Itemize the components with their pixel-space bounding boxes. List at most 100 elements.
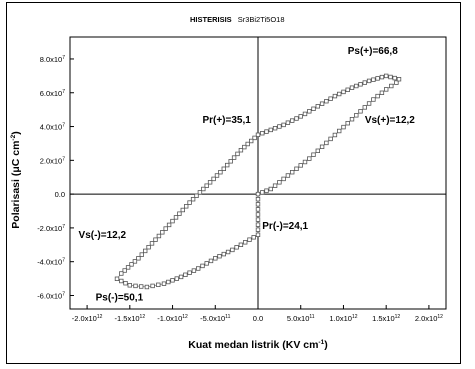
data-point: [392, 75, 397, 81]
data-point: [294, 116, 299, 121]
data-point: [114, 276, 120, 281]
data-point: [362, 80, 367, 85]
data-point: [383, 87, 389, 92]
chart-title-formula: Sr3Bi2Ti5O18: [238, 15, 285, 24]
data-point: [366, 101, 372, 106]
data-point: [156, 233, 162, 239]
data-point: [221, 251, 226, 257]
data-point: [349, 117, 355, 122]
data-point: [149, 241, 155, 246]
y-tick-label: 6.0x107: [40, 89, 66, 98]
data-point: [228, 159, 233, 164]
data-point: [294, 166, 299, 171]
data-point: [127, 283, 132, 288]
data-point: [388, 74, 393, 80]
data-point: [177, 211, 182, 216]
y-axis-title: Polarisasi (μC cm-2): [10, 131, 22, 228]
data-point: [190, 196, 196, 202]
data-point: [328, 136, 333, 142]
data-point: [247, 237, 252, 242]
data-point: [204, 261, 209, 266]
data-point: [183, 204, 189, 209]
data-point: [119, 271, 124, 276]
data-point: [255, 202, 261, 207]
data-point: [332, 132, 338, 138]
y-tick-label: 8.0x107: [40, 55, 66, 64]
data-point: [200, 263, 205, 269]
data-point: [268, 186, 273, 192]
data-point: [394, 80, 399, 85]
data-point: [218, 169, 223, 175]
data-point: [142, 248, 148, 254]
data-point: [252, 135, 257, 141]
data-point: [277, 124, 282, 129]
x-tick-label: 5.0x1011: [287, 314, 315, 323]
data-point: [379, 74, 385, 80]
data-point: [144, 284, 150, 290]
annotation-label: Ps(-)=50,1: [96, 293, 144, 304]
data-point: [332, 93, 338, 99]
data-point: [375, 76, 380, 81]
x-axis-title: Kuat medan listrik (KV cm-1): [188, 339, 327, 351]
data-point: [341, 124, 346, 130]
data-point: [161, 281, 167, 286]
data-point: [311, 106, 316, 111]
data-point: [307, 109, 312, 114]
data-point: [238, 242, 244, 247]
data-point: [358, 82, 363, 87]
data-point: [146, 244, 151, 250]
data-point: [242, 144, 247, 150]
data-point: [129, 262, 134, 267]
data-point: [255, 227, 261, 232]
data-point: [358, 109, 363, 114]
data-point: [208, 258, 214, 264]
y-tick-label: 0.0: [55, 190, 65, 199]
data-point: [371, 77, 376, 82]
data-point: [315, 104, 320, 109]
data-point: [255, 232, 261, 237]
data-point: [213, 256, 218, 261]
data-point: [281, 176, 286, 182]
data-point: [132, 259, 138, 264]
data-point: [260, 190, 265, 195]
data-point: [272, 126, 278, 131]
data-point: [289, 118, 295, 123]
data-point: [187, 270, 192, 275]
data-point: [245, 141, 250, 147]
data-point: [354, 113, 359, 118]
data-point: [231, 155, 237, 160]
x-tick-label: 1.5x1012: [372, 314, 400, 323]
data-point: [195, 266, 201, 271]
data-point: [214, 173, 220, 178]
data-point: [349, 85, 355, 90]
data-point: [166, 279, 171, 285]
data-point: [324, 99, 329, 104]
data-point: [150, 283, 155, 289]
data-point: [194, 193, 199, 198]
data-point: [163, 226, 168, 231]
data-point: [224, 162, 230, 168]
data-point: [375, 93, 380, 99]
data-point: [302, 111, 308, 117]
data-point: [119, 278, 124, 284]
data-point: [166, 222, 172, 228]
data-point: [285, 173, 291, 178]
x-tick-label: 1.0x1012: [329, 314, 357, 323]
x-tick-label: -5.0x1011: [200, 314, 230, 323]
data-point: [230, 247, 235, 253]
data-point: [251, 235, 256, 240]
y-tick-label: -4.0x107: [37, 258, 65, 267]
data-point: [315, 148, 320, 153]
y-tick-label: -6.0x107: [37, 291, 65, 300]
y-tick-label: 2.0x107: [40, 156, 66, 165]
data-point: [255, 196, 261, 202]
data-point: [383, 73, 389, 79]
data-point: [136, 256, 141, 261]
y-tick-label: -2.0x107: [37, 224, 65, 233]
x-tick-label: 2.0x1012: [415, 314, 443, 323]
x-tick-label: -1.5x1012: [115, 314, 146, 323]
x-tick-label: 0.0: [253, 314, 263, 323]
annotation-label: Pr(+)=35,1: [202, 115, 251, 126]
data-point: [319, 144, 325, 149]
data-point: [311, 152, 316, 157]
